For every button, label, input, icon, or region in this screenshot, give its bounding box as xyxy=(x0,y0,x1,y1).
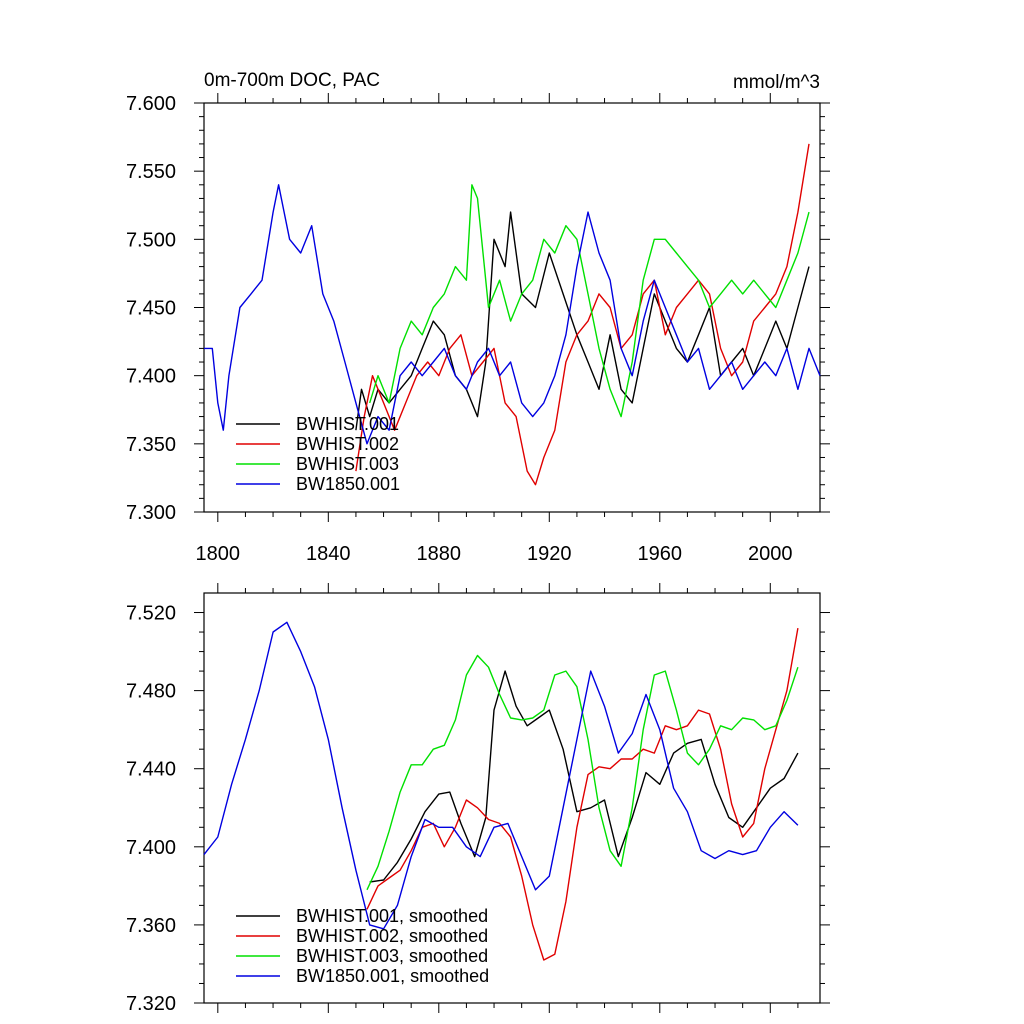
legend-label: BWHIST.003 xyxy=(296,454,399,474)
top-chart-title: 0m-700m DOC, PAC xyxy=(204,70,380,91)
legend-label: BWHIST.001, smoothed xyxy=(296,906,488,926)
top-plot-area: 1800 1840 1880 1920 1960 2000 7.300 7.350 7.400 7… xyxy=(126,93,830,565)
series-line xyxy=(369,184,810,418)
bottom-plot-area: 7.320 7.360 7.400 7.440 7.480 7.520 BWHIST.001… xyxy=(126,583,830,1015)
legend-label: BW1850.001 xyxy=(296,474,400,494)
y-tick-label: 7.400 xyxy=(126,837,176,859)
series-line xyxy=(203,621,799,930)
x-tick-label: 1840 xyxy=(306,543,351,565)
x-tick-label: 2000 xyxy=(748,543,793,565)
y-tick-label: 7.350 xyxy=(126,434,176,456)
y-tick-label: 7.450 xyxy=(126,298,176,320)
x-tick-label: 1880 xyxy=(417,543,462,565)
series-line xyxy=(355,143,810,486)
plot-frame xyxy=(203,592,821,1004)
y-tick-label: 7.300 xyxy=(126,502,176,524)
top-panel: 0m-700m DOC, PAC mmol/m^3 1800 1840 1880 19… xyxy=(126,70,830,565)
legend-label: BWHIST.002 xyxy=(296,434,399,454)
y-tick-label: 7.480 xyxy=(126,681,176,703)
y-tick-label: 7.320 xyxy=(126,993,176,1015)
x-tick-label: 1960 xyxy=(638,543,683,565)
y-tick-label: 7.500 xyxy=(126,229,176,251)
legend-label: BWHIST.003, smoothed xyxy=(296,946,488,966)
bottom-panel: 7.320 7.360 7.400 7.440 7.480 7.520 BWHIST.001… xyxy=(126,583,830,1015)
legend-label: BWHIST.001 xyxy=(296,414,399,434)
legend-label: BWHIST.002, smoothed xyxy=(296,926,488,946)
legend-label: BW1850.001, smoothed xyxy=(296,966,489,986)
y-tick-label: 7.520 xyxy=(126,603,176,625)
top-chart-units: mmol/m^3 xyxy=(733,72,820,93)
series-line xyxy=(369,670,799,883)
x-tick-label: 1920 xyxy=(527,543,572,565)
y-tick-label: 7.600 xyxy=(126,93,176,115)
y-tick-label: 7.400 xyxy=(126,366,176,388)
series-line xyxy=(204,184,821,445)
series-line xyxy=(366,654,799,891)
series-line xyxy=(366,627,799,961)
y-tick-label: 7.550 xyxy=(126,161,176,183)
y-tick-label: 7.440 xyxy=(126,759,176,781)
series-line xyxy=(355,211,810,431)
y-tick-label: 7.360 xyxy=(126,915,176,937)
x-tick-label: 1800 xyxy=(196,543,241,565)
